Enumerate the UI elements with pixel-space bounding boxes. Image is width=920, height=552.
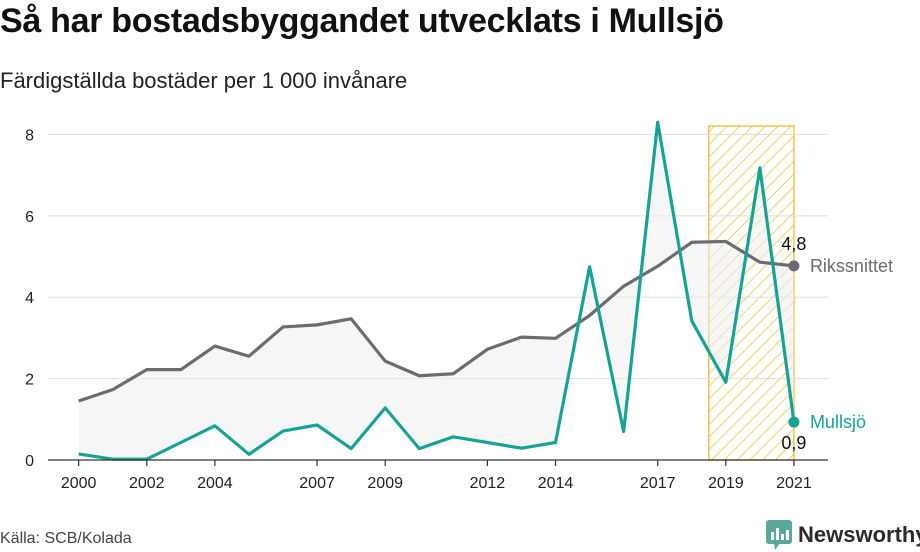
end-point-mullsj-	[788, 416, 800, 428]
source-note: Källa: SCB/Kolada	[0, 530, 132, 547]
gap-area	[78, 122, 794, 460]
chart-subtitle: Färdigställda bostäder per 1 000 invånar…	[0, 68, 408, 93]
series-name-label: Mullsjö	[810, 412, 866, 432]
newsworthy-brand: Newsworthy	[766, 520, 920, 550]
x-tick-label: 2014	[538, 475, 574, 492]
series-name-label: Rikssnittet	[810, 256, 893, 276]
chart-title: Så har bostadsbyggandet utvecklats i Mul…	[0, 2, 724, 40]
y-tick-label: 6	[25, 209, 34, 226]
x-tick-label: 2012	[470, 475, 506, 492]
series-line-mullsj-	[78, 120, 796, 461]
x-tick-label: 2021	[776, 475, 812, 492]
x-tick-label: 2000	[61, 475, 97, 492]
y-tick-label: 0	[25, 453, 34, 470]
y-tick-label: 2	[25, 372, 34, 389]
x-tick-label: 2007	[299, 475, 335, 492]
x-tick-label: 2009	[367, 475, 403, 492]
end-point-rikssnittet	[788, 260, 800, 272]
x-tick-label: 2004	[197, 475, 233, 492]
x-tick-label: 2017	[640, 475, 676, 492]
x-tick-label: 2002	[129, 475, 165, 492]
series-line-rikssnittet	[78, 239, 795, 403]
newsworthy-logo-icon	[766, 520, 792, 550]
series-end-value: 0,9	[781, 433, 806, 453]
series-end-value: 4,8	[781, 234, 806, 254]
brand-name: Newsworthy	[798, 522, 920, 547]
y-tick-label: 4	[25, 290, 34, 307]
x-tick-label: 2019	[708, 475, 744, 492]
y-tick-label: 8	[25, 127, 34, 144]
